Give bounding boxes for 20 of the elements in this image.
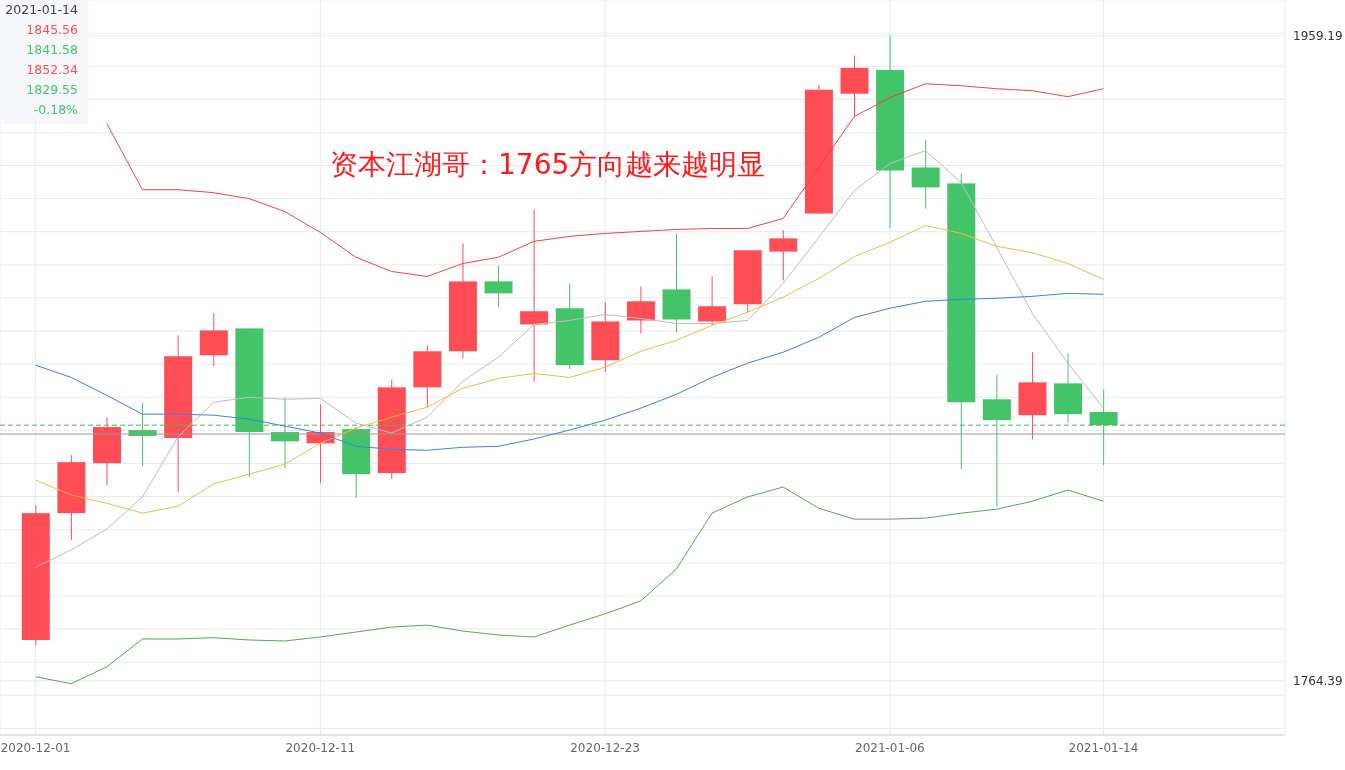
line-series [35, 150, 1104, 568]
line-series [35, 292, 1104, 451]
line-series [35, 486, 1104, 685]
candlestick [520, 209, 549, 382]
x-tick-label: 2020-12-11 [285, 740, 356, 755]
y-tick-label: 1764.39 [1293, 674, 1343, 688]
line-series [106, 83, 1104, 277]
text: 资本江湖哥：1765方向越来越明显 [330, 147, 766, 183]
annotation: -0.18% [32, 101, 78, 119]
x-tick-label: 2020-12-23 [570, 740, 640, 755]
annotation: 1841.58 [25, 41, 78, 59]
annotation: 1829.55 [25, 81, 78, 99]
x-tick-label: 2021-01-14 [1068, 740, 1139, 755]
y-tick-label: 1959.19 [1293, 29, 1343, 44]
annotation: 2021-01-14 [4, 1, 78, 19]
x-tick-label: 2021-01-06 [855, 740, 925, 755]
x-tick-label: 2020-12-01 [0, 740, 71, 755]
line-series [35, 224, 1104, 514]
annotation: 1852.34 [25, 61, 78, 79]
annotation: 1845.56 [25, 21, 78, 39]
